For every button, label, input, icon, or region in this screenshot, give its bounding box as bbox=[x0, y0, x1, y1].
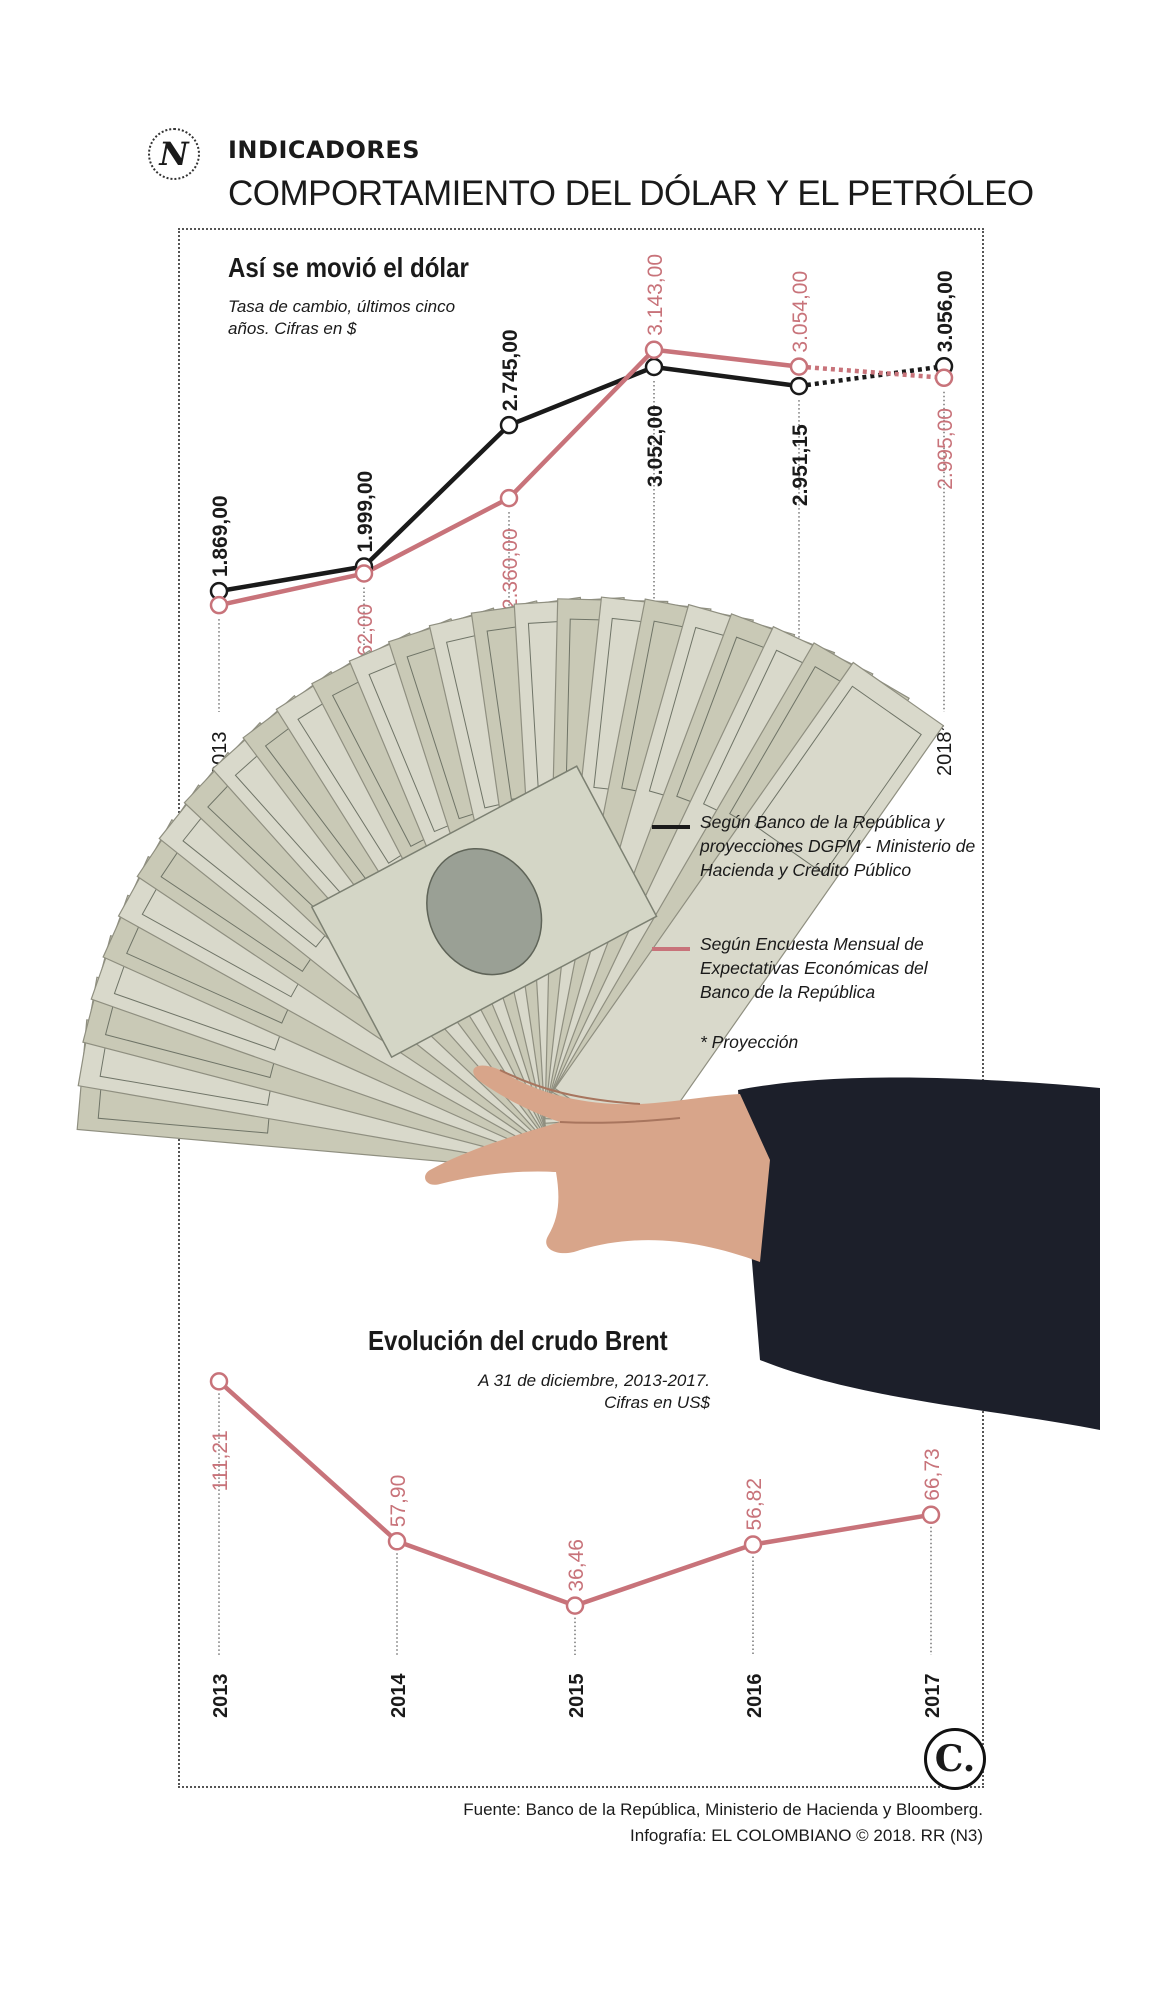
brent-value-label-3: 56,82 bbox=[743, 1478, 766, 1531]
brent-year-label-2017: 2017 bbox=[922, 1674, 944, 1719]
dollar-chart-subtitle: Tasa de cambio, últimos cinco años. Cifr… bbox=[228, 297, 456, 338]
brent-year-label-2016: 2016 bbox=[744, 1674, 766, 1719]
brent-value-label-1: 57,90 bbox=[387, 1475, 410, 1528]
dollar-black-label-1: 1.999,00 bbox=[354, 471, 377, 553]
n-logo-icon: N bbox=[148, 128, 200, 180]
brent-year-label-2014: 2014 bbox=[388, 1673, 410, 1718]
dollar-point-1-2 bbox=[499, 488, 519, 508]
dollar-chart-title: Así se movió el dólar bbox=[228, 252, 469, 283]
dollar-point-1-3 bbox=[644, 340, 664, 359]
dollar-point-0-3 bbox=[644, 357, 664, 377]
footer-credit: Infografía: EL COLOMBIANO © 2018. RR (N3… bbox=[630, 1826, 983, 1845]
brent-point-4 bbox=[921, 1505, 941, 1525]
brent-chart-subtitle: A 31 de diciembre, 2013-2017. Cifras en … bbox=[478, 1371, 710, 1412]
dollar-black-label-3: 3.052,00 bbox=[644, 405, 667, 487]
footer-source: Fuente: Banco de la República, Ministeri… bbox=[463, 1800, 983, 1819]
brent-chart: 2013 2014 2015 2016 2017 111,21 57,90 36,46 56,8… bbox=[209, 1372, 944, 1719]
el-colombiano-logo-icon: C. bbox=[924, 1728, 986, 1790]
dollar-point-1-0 bbox=[209, 595, 229, 615]
brent-value-label-2: 36,46 bbox=[565, 1539, 588, 1592]
dollar-point-1-4 bbox=[789, 357, 809, 376]
brent-point-0 bbox=[209, 1372, 229, 1391]
dollar-series-projection-1 bbox=[798, 364, 945, 381]
dollar-series-projection-0 bbox=[798, 364, 945, 389]
legend-swatch-red bbox=[652, 947, 690, 951]
brent-year-label-2015: 2015 bbox=[566, 1674, 588, 1719]
section-label: INDICADORES bbox=[228, 136, 421, 164]
dollar-point-1-5 bbox=[934, 368, 954, 388]
dollar-red-label-3: 3.143,00 bbox=[644, 254, 667, 336]
brent-point-2 bbox=[565, 1596, 585, 1615]
dollar-point-1-1 bbox=[354, 564, 374, 583]
dollar-black-label-0: 1.869,00 bbox=[209, 495, 232, 577]
legend-black-label: Según Banco de la República y proyeccion… bbox=[700, 812, 976, 880]
dollar-black-label-2: 2.745,00 bbox=[499, 329, 522, 411]
brent-value-label-0: 111,21 bbox=[209, 1430, 232, 1491]
dollar-red-label-2: 2.360,00 bbox=[499, 528, 522, 610]
brent-value-label-4: 66,73 bbox=[921, 1448, 944, 1501]
page-title: COMPORTAMIENTO DEL DÓLAR Y EL PETRÓLEO bbox=[228, 174, 1034, 213]
brent-chart-title: Evolución del crudo Brent bbox=[368, 1325, 668, 1356]
dollar-red-label-5: 2.995,00 bbox=[934, 408, 957, 490]
dollar-red-label-4: 3.054,00 bbox=[789, 271, 812, 353]
banknote-portrait bbox=[426, 847, 543, 976]
brent-year-label-2013: 2013 bbox=[210, 1674, 232, 1719]
brent-point-1 bbox=[387, 1532, 407, 1551]
dollar-year-label-2018*: 2018* bbox=[934, 724, 956, 776]
legend-red-label: Según Encuesta Mensual de Expectativas E… bbox=[700, 934, 928, 1002]
dollar-black-label-5: 3.056,00 bbox=[934, 270, 957, 352]
dollar-point-0-4 bbox=[789, 376, 809, 396]
legend-swatch-black bbox=[652, 825, 690, 829]
dollar-black-label-4: 2.951,15 bbox=[789, 424, 812, 506]
banknote-border bbox=[754, 685, 922, 875]
hand-holding-dollar-bills-icon bbox=[76, 596, 1100, 1430]
brent-point-3 bbox=[743, 1535, 763, 1554]
legend-projection-note: * Proyección bbox=[700, 1032, 799, 1052]
dollar-point-0-2 bbox=[499, 415, 519, 435]
